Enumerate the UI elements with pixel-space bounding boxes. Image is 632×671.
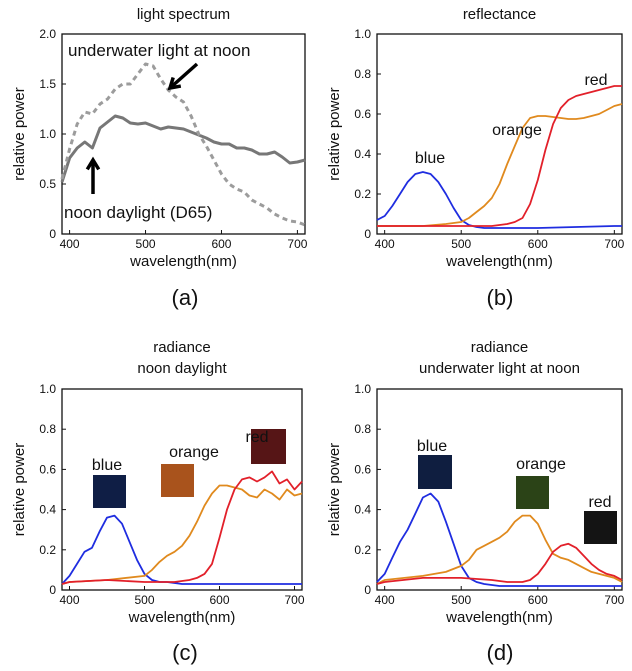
y-axis-label: relative power xyxy=(326,443,343,536)
plot-frame xyxy=(61,388,303,591)
x-tick-label: 500 xyxy=(451,237,471,251)
x-axis-label: wavelength(nm) xyxy=(129,253,237,270)
arrow-head xyxy=(85,156,101,171)
chart-subtitle: underwater light at noon xyxy=(419,360,580,377)
y-tick-label: 0.6 xyxy=(354,462,371,476)
y-tick-label: 0.8 xyxy=(39,422,56,436)
series-label-blue: blue xyxy=(92,457,122,474)
series-line-orange xyxy=(377,103,623,227)
series-label-red: red xyxy=(584,72,607,89)
x-tick-label: 400 xyxy=(60,237,80,251)
color-swatch-blue xyxy=(418,455,452,489)
x-tick-label: 500 xyxy=(134,593,154,607)
x-tick-label: 600 xyxy=(211,237,231,251)
series-label-orange: orange xyxy=(169,444,219,461)
color-swatch-red xyxy=(584,511,617,544)
x-tick-label: 400 xyxy=(59,593,79,607)
y-tick-label: 0.2 xyxy=(354,543,371,557)
series-label-red: red xyxy=(245,429,268,446)
y-tick-label: 0.4 xyxy=(354,147,371,161)
y-tick-label: 1.0 xyxy=(354,382,371,396)
chart-title: light spectrum xyxy=(137,6,230,23)
chart-title: reflectance xyxy=(463,6,536,23)
x-tick-label: 600 xyxy=(528,237,548,251)
y-tick-label: 0.2 xyxy=(39,543,56,557)
x-axis-label: wavelength(nm) xyxy=(128,609,236,626)
annotation-label: underwater light at noon xyxy=(68,41,250,60)
y-tick-label: 0.4 xyxy=(39,503,56,517)
plot-frame xyxy=(376,388,623,591)
series-label-orange: orange xyxy=(492,122,542,139)
series-line-red xyxy=(377,85,622,227)
panel-caption: (c) xyxy=(172,640,198,665)
y-tick-label: 1.5 xyxy=(39,77,56,91)
chart-panel-d: radiance underwater light at noon 400 500 60… xyxy=(326,339,625,665)
y-axis-label: relative power xyxy=(11,87,28,180)
chart-panel-c: radiance noon daylight 400 500 600 700 0 0.2 0.4… xyxy=(11,339,305,665)
series-label-blue: blue xyxy=(415,150,445,167)
series-line-daylight xyxy=(60,114,306,183)
series-line-blue xyxy=(61,514,302,585)
y-tick-label: 2.0 xyxy=(39,27,56,41)
y-tick-label: 1.0 xyxy=(39,382,56,396)
color-swatch-orange xyxy=(161,464,194,497)
x-tick-label: 600 xyxy=(528,593,548,607)
panel-caption: (a) xyxy=(172,285,199,310)
annotation-arrow xyxy=(168,62,199,90)
x-axis-label: wavelength(nm) xyxy=(445,253,553,270)
series-label-blue: blue xyxy=(417,438,447,455)
y-tick-label: 0 xyxy=(49,583,56,597)
y-tick-label: 0.8 xyxy=(354,67,371,81)
y-axis-label: relative power xyxy=(11,443,28,536)
y-tick-label: 0.6 xyxy=(354,107,371,121)
y-tick-label: 0.5 xyxy=(39,177,56,191)
panel-caption: (d) xyxy=(487,640,514,665)
color-swatch-blue xyxy=(93,475,126,508)
x-tick-label: 500 xyxy=(136,237,156,251)
panel-caption: (b) xyxy=(487,285,514,310)
x-tick-label: 400 xyxy=(375,237,395,251)
x-tick-label: 500 xyxy=(451,593,471,607)
y-tick-label: 0 xyxy=(364,583,371,597)
series-label-red: red xyxy=(588,494,611,511)
series-line-blue xyxy=(376,171,622,229)
arrow-head xyxy=(167,76,182,91)
series-line-orange xyxy=(61,484,303,585)
x-tick-label: 700 xyxy=(604,593,624,607)
y-axis-label: relative power xyxy=(326,87,343,180)
series-label-orange: orange xyxy=(516,456,566,473)
x-tick-label: 700 xyxy=(284,593,304,607)
y-tick-label: 0 xyxy=(49,227,56,241)
chart-title: radiance xyxy=(471,339,529,356)
y-tick-label: 1.0 xyxy=(354,27,371,41)
series-line-orange xyxy=(376,514,623,585)
chart-panel-a: light spectrum 400 500 600 700 0 0.5 1.0 1.5 2.0 w… xyxy=(11,6,308,310)
chart-title: radiance xyxy=(153,339,211,356)
x-tick-label: 600 xyxy=(209,593,229,607)
x-tick-label: 700 xyxy=(287,237,307,251)
color-swatch-red xyxy=(251,429,286,464)
annotation-label: noon daylight (D65) xyxy=(64,203,212,222)
y-tick-label: 1.0 xyxy=(39,127,56,141)
x-tick-label: 400 xyxy=(375,593,395,607)
series-line-red xyxy=(61,470,303,585)
plot-frame xyxy=(376,33,623,235)
x-tick-label: 700 xyxy=(604,237,624,251)
y-tick-label: 0.2 xyxy=(354,187,371,201)
x-axis-label: wavelength(nm) xyxy=(445,609,553,626)
y-tick-label: 0.4 xyxy=(354,503,371,517)
series-line-underwater xyxy=(60,62,306,227)
y-tick-label: 0.8 xyxy=(354,422,371,436)
y-tick-label: 0 xyxy=(364,227,371,241)
series-line-blue xyxy=(376,492,622,587)
chart-panel-b: reflectance 400 500 600 700 0 0.2 0.4 0.6 0.8 1.0 w… xyxy=(326,6,625,310)
y-tick-label: 0.6 xyxy=(39,462,56,476)
chart-subtitle: noon daylight xyxy=(137,360,227,377)
color-swatch-orange xyxy=(516,476,549,509)
series-line-red xyxy=(376,542,623,585)
